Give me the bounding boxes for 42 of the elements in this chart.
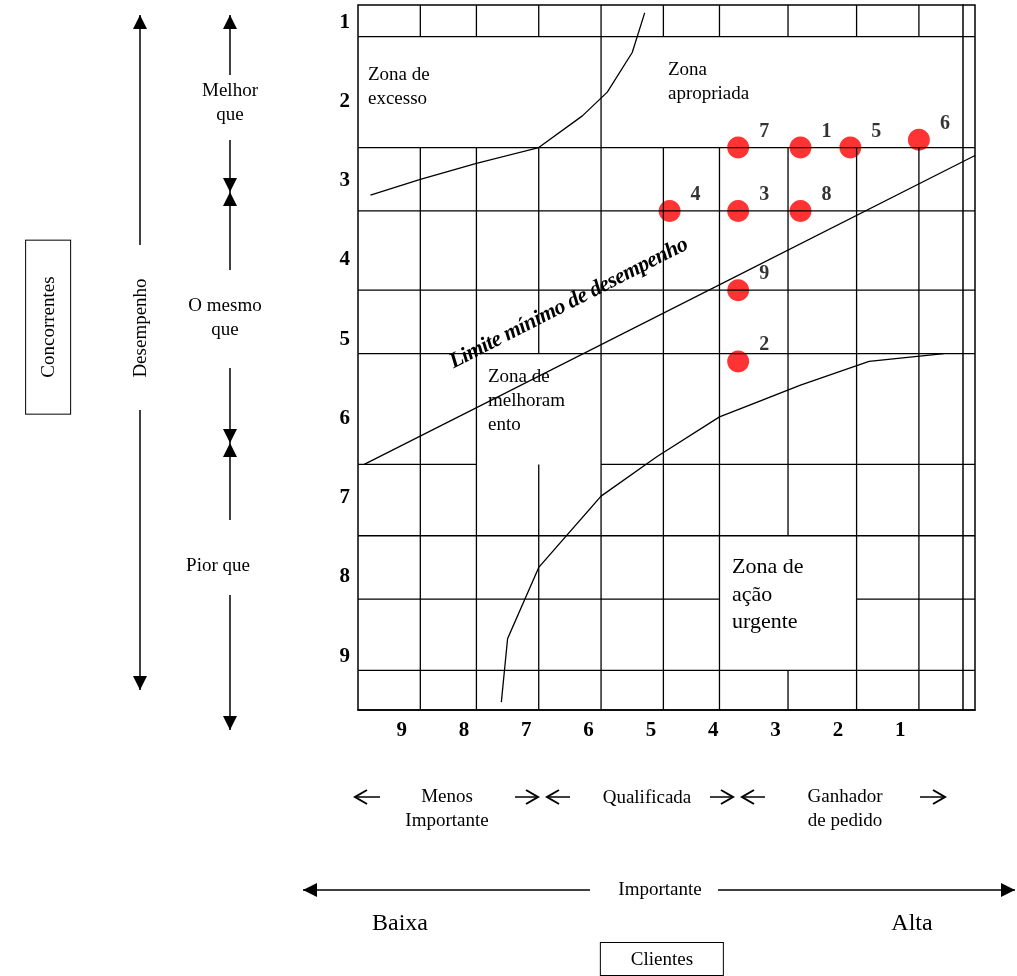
- series-label: 1: [821, 118, 832, 141]
- y-tick-label: 2: [339, 88, 350, 113]
- series-label: 7: [759, 118, 770, 141]
- x-tick-label: 2: [832, 716, 844, 741]
- x-tick-label: 8: [458, 716, 470, 741]
- text: Menos Importante: [405, 784, 489, 832]
- text: Qualificada: [602, 785, 692, 809]
- x-tick-label: 4: [707, 716, 719, 741]
- y-tick-label: 3: [339, 167, 350, 192]
- text: O mesmo que: [188, 293, 262, 341]
- text: Importante: [616, 877, 704, 901]
- series-label: 6: [939, 110, 950, 133]
- text: Clientes: [599, 942, 725, 976]
- y-tick-label: 9: [339, 642, 350, 667]
- series-label: 2: [759, 332, 770, 355]
- text: Baixa: [372, 908, 428, 937]
- text: Ganhador de pedido: [807, 784, 883, 832]
- text: Pior que: [186, 553, 250, 577]
- y-tick-label: 4: [339, 246, 351, 271]
- series-label: 8: [821, 181, 832, 204]
- annotation: Zona de excesso: [368, 62, 430, 110]
- x-tick-label: 6: [583, 716, 594, 741]
- text: Desempenho: [128, 276, 152, 380]
- series-label: 4: [690, 181, 701, 204]
- x-tick-label: 7: [521, 716, 532, 741]
- y-tick-label: 8: [339, 563, 350, 588]
- series-label: 5: [871, 118, 882, 141]
- x-tick-label: 5: [645, 716, 657, 741]
- y-tick-label: 6: [339, 404, 350, 429]
- text: Concorrentes: [25, 239, 71, 415]
- annotation: Zona de ação urgente: [732, 552, 804, 635]
- y-tick-label: 1: [339, 8, 350, 33]
- y-tick-label: 5: [339, 325, 350, 350]
- x-tick-label: 9: [396, 716, 407, 741]
- series-label: 9: [759, 261, 770, 284]
- x-tick-label: 1: [894, 716, 906, 741]
- y-tick-label: 7: [339, 484, 350, 509]
- series-label: 3: [759, 181, 770, 204]
- text: Alta: [891, 908, 933, 937]
- annotation: Zona apropriada: [668, 57, 750, 105]
- x-tick-label: 3: [770, 716, 781, 741]
- text: Melhor que: [202, 78, 258, 126]
